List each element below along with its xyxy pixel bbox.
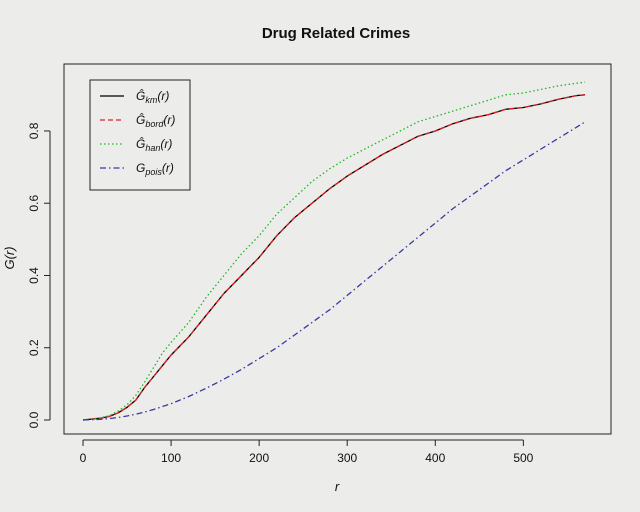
legend-box: [89, 79, 191, 191]
x-tick-label: 400: [425, 451, 445, 465]
legend-label-bord: Ĝbord(r): [136, 112, 175, 129]
y-tick-label: 0.0: [27, 411, 41, 428]
y-tick-label: 0.4: [27, 267, 41, 284]
legend-label-km: Ĝkm(r): [136, 88, 169, 105]
legend: Ĝkm(r) Ĝbord(r) Ĝhan(r) Gpois(r): [89, 79, 191, 191]
y-axis-label: G(r): [2, 246, 17, 269]
y-axis: 0.0 0.2 0.4 0.6 0.8: [27, 122, 51, 428]
series-line-han: [82, 81, 586, 421]
x-tick-label: 100: [161, 451, 181, 465]
series-line-pois: [82, 121, 586, 421]
legend-label-han: Ĝhan(r): [136, 136, 172, 153]
y-tick-label: 0.8: [27, 122, 41, 139]
x-tick-label: 300: [337, 451, 357, 465]
x-tick-label: 500: [513, 451, 533, 465]
x-axis-label: r: [335, 479, 340, 494]
y-tick-label: 0.6: [27, 195, 41, 212]
chart-title: Drug Related Crimes: [262, 25, 410, 42]
legend-label-pois: Gpois(r): [136, 161, 174, 177]
y-tick-label: 0.2: [27, 339, 41, 356]
plot-frame: [63, 63, 612, 435]
series-layer: [82, 81, 586, 421]
x-axis: 0 100 200 300 400 500: [80, 439, 534, 465]
series-line-bord: [82, 94, 586, 421]
x-tick-label: 0: [80, 451, 87, 465]
x-tick-label: 200: [249, 451, 269, 465]
